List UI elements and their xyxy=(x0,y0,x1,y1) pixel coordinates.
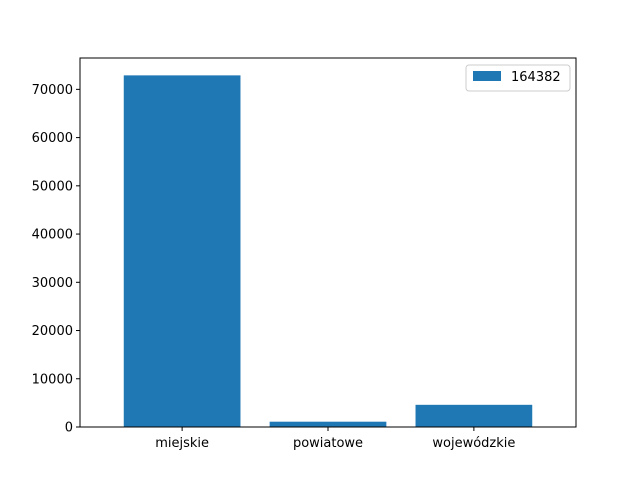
y-tick-label: 30000 xyxy=(32,276,73,291)
x-tick-label: miejskie xyxy=(155,436,209,451)
y-tick-label: 70000 xyxy=(32,83,73,98)
bar-wojewódzkie xyxy=(415,404,533,427)
y-tick-label: 60000 xyxy=(32,131,73,146)
legend: 164382 xyxy=(465,64,571,92)
bars-group xyxy=(123,75,533,427)
legend-label: 164382 xyxy=(511,70,561,85)
bar-powiatowe xyxy=(269,421,387,427)
y-tick-label: 50000 xyxy=(32,179,73,194)
bar-miejskie xyxy=(123,75,241,427)
legend-swatch xyxy=(473,71,501,81)
x-tick-label: wojewódzkie xyxy=(432,436,515,451)
y-axis: 0 10000 20000 30000 40000 50000 60000 70000 xyxy=(32,83,80,436)
x-tick-label: powiatowe xyxy=(293,436,363,451)
y-tick-label: 0 xyxy=(65,421,73,436)
y-tick-label: 20000 xyxy=(32,324,73,339)
y-tick-label: 10000 xyxy=(32,372,73,387)
y-tick-label: 40000 xyxy=(32,228,73,243)
x-axis: miejskie powiatowe wojewódzkie xyxy=(155,427,515,451)
